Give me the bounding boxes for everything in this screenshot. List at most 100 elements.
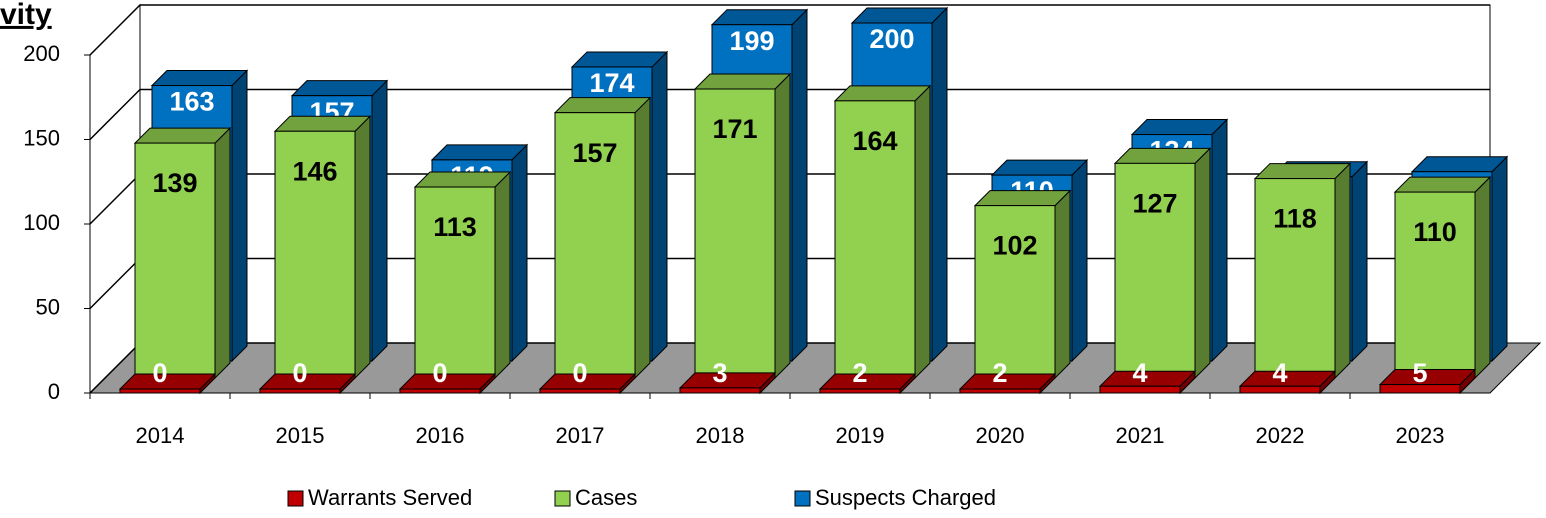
y-tick-label: 100	[23, 210, 60, 235]
value-label: 118	[1273, 204, 1317, 234]
bar-top	[1410, 156, 1509, 173]
bar	[554, 112, 636, 379]
x-tick-label: 2018	[696, 423, 745, 448]
x-tick-label: 2017	[556, 423, 605, 448]
legend-label: Warrants Served	[308, 485, 472, 510]
bar-side	[354, 115, 371, 380]
bar-top	[150, 70, 249, 87]
bar	[539, 388, 621, 394]
value-label: 0	[152, 358, 167, 388]
x-tick-label: 2015	[276, 423, 325, 448]
x-tick-label: 2016	[416, 423, 465, 448]
bar-top	[1130, 119, 1229, 136]
legend-label: Cases	[575, 485, 637, 510]
bar-side	[914, 84, 931, 380]
bar-top	[693, 73, 792, 90]
bar-side	[634, 96, 651, 380]
value-label: 139	[152, 168, 197, 198]
bar-side	[371, 79, 388, 363]
bar-side	[1194, 147, 1211, 380]
bar	[1394, 191, 1476, 379]
bar-side	[1334, 162, 1351, 380]
value-label: 200	[869, 24, 914, 54]
bar	[1379, 384, 1461, 394]
grid-line	[89, 88, 1490, 141]
bar-side	[1474, 175, 1491, 380]
bar-side	[791, 8, 808, 363]
bar-top	[553, 97, 652, 114]
legend-swatch	[287, 490, 304, 507]
value-label: 127	[1132, 188, 1177, 218]
value-label: 0	[432, 358, 447, 388]
value-label: 163	[169, 87, 214, 117]
value-label: 157	[572, 138, 617, 168]
bar-side	[494, 170, 511, 380]
value-label: 102	[992, 231, 1037, 261]
value-label: 2	[992, 358, 1007, 388]
bar-top	[973, 190, 1072, 207]
bar-side	[214, 126, 231, 380]
bar-side	[1351, 160, 1368, 363]
x-tick-label: 2020	[976, 423, 1025, 448]
bar-top	[1393, 176, 1492, 193]
bar	[119, 388, 201, 394]
bar-top	[1253, 163, 1352, 180]
bar	[679, 387, 761, 394]
bar	[959, 388, 1041, 394]
bar	[1099, 385, 1181, 394]
bar-top	[990, 159, 1089, 176]
bar-top	[133, 127, 232, 144]
bar	[1239, 385, 1321, 394]
bar-top	[1113, 147, 1212, 164]
value-label: 113	[433, 212, 477, 242]
chart-title: vity	[0, 0, 52, 31]
value-label: 174	[589, 68, 634, 98]
value-label: 3	[712, 358, 727, 388]
bar	[259, 388, 341, 394]
bar-side	[1491, 155, 1508, 363]
x-tick-label: 2021	[1116, 423, 1165, 448]
bar-top	[290, 80, 389, 97]
bar	[834, 100, 916, 379]
legend-swatch	[554, 490, 571, 507]
bar-side	[931, 6, 948, 363]
value-label: 0	[572, 358, 587, 388]
legend-label: Suspects Charged	[815, 485, 996, 510]
x-tick-label: 2014	[136, 423, 185, 448]
bar	[1254, 178, 1336, 379]
bar-side	[774, 72, 791, 380]
bar-top	[710, 9, 809, 26]
bar-side	[1071, 158, 1088, 363]
bar	[274, 130, 356, 379]
value-label: 0	[292, 358, 307, 388]
value-label: 5	[1412, 358, 1427, 388]
y-tick-label: 200	[23, 41, 60, 66]
value-label: 4	[1272, 358, 1287, 388]
bar	[974, 205, 1056, 379]
y-tick-label: 150	[23, 125, 60, 150]
legend-swatch	[794, 490, 811, 507]
x-tick-label: 2022	[1256, 423, 1305, 448]
value-label: 199	[729, 26, 774, 56]
bar	[134, 142, 216, 379]
x-tick-label: 2019	[836, 423, 885, 448]
value-label: 146	[292, 156, 337, 186]
bar-top	[430, 144, 529, 161]
y-tick-label: 0	[48, 379, 60, 404]
bar	[819, 388, 901, 394]
bar-side	[1211, 118, 1228, 363]
value-label: 164	[852, 126, 897, 156]
bar-top	[850, 7, 949, 24]
bar-side	[1054, 189, 1071, 380]
bar	[694, 88, 776, 379]
value-label: 4	[1132, 358, 1147, 388]
bar-side	[651, 50, 668, 363]
bar-top	[413, 171, 512, 188]
bar-side	[511, 143, 528, 363]
bar-top	[273, 115, 372, 132]
x-tick-label: 2023	[1396, 423, 1445, 448]
bar-top	[833, 85, 932, 102]
bar	[399, 388, 481, 394]
value-label: 110	[1413, 217, 1457, 247]
